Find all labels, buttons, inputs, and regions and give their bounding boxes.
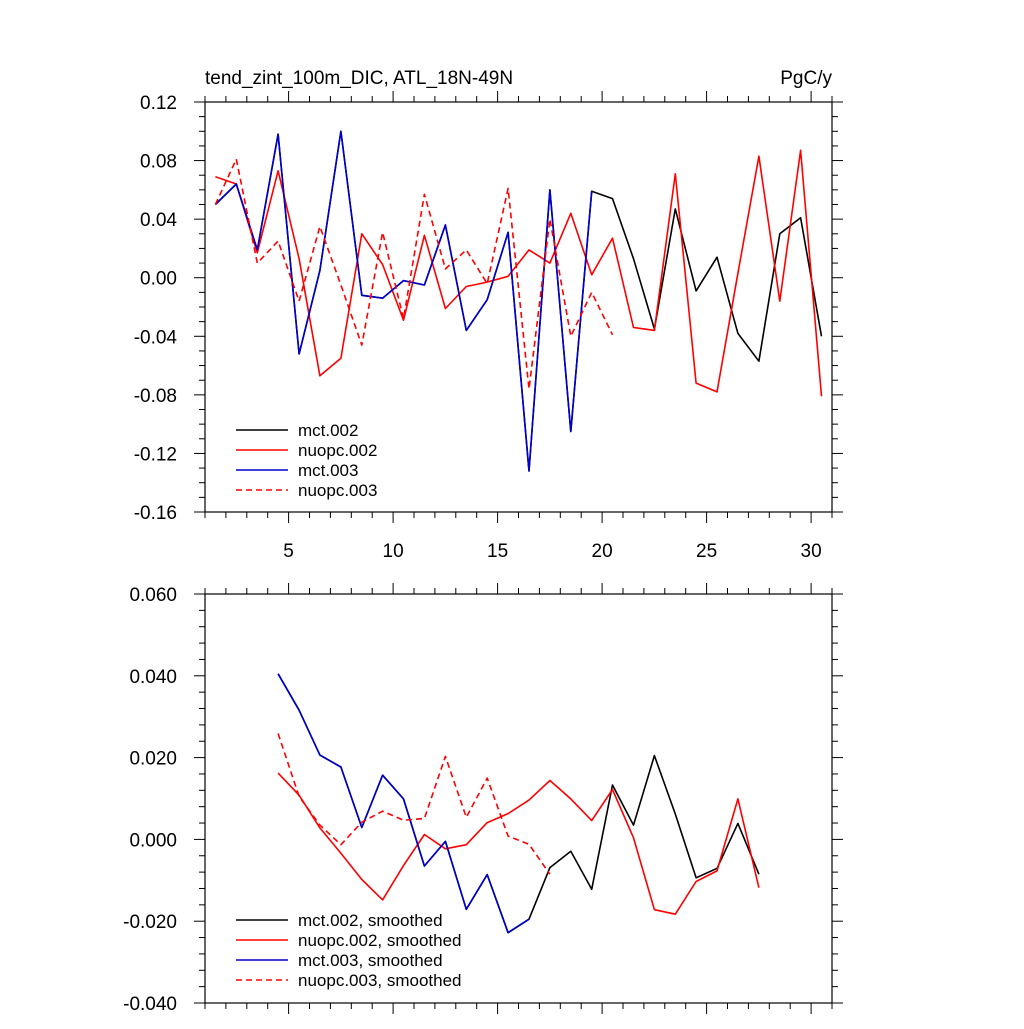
y-tick-label: 0.04 — [140, 210, 177, 231]
legend-label: mct.002, smoothed — [298, 911, 443, 930]
chart-units: PgC/y — [780, 68, 832, 89]
x-tick-label: 20 — [592, 541, 613, 562]
y-tick-label: 0.00 — [140, 269, 177, 290]
x-tick-label: 5 — [283, 541, 294, 562]
series-line-2 — [277, 673, 530, 934]
legend-label: mct.003 — [298, 461, 358, 480]
chart-title: tend_zint_100m_DIC, ATL_18N-49N — [205, 68, 513, 89]
series-line-3 — [214, 158, 614, 390]
legend-label: nuopc.002, smoothed — [298, 931, 462, 950]
y-tick-label: -0.12 — [134, 444, 177, 465]
y-tick-label: 0.12 — [140, 93, 177, 114]
y-tick-label: 0.020 — [129, 749, 177, 770]
x-tick-label: 15 — [487, 541, 508, 562]
y-tick-label: 0.060 — [129, 585, 177, 606]
y-tick-label: 0.08 — [140, 152, 177, 173]
legend-label: nuopc.002 — [298, 441, 377, 460]
x-tick-label: 30 — [801, 541, 822, 562]
top-panel: 5 10 15 20 25 30 -0.16 -0.12 -0.08 -0.04 0.00 0.04 0… — [134, 68, 843, 562]
series-line-3 — [277, 733, 551, 875]
x-tick-label: 25 — [696, 541, 717, 562]
y-tick-label: 0.000 — [129, 830, 177, 851]
legend-label: mct.003, smoothed — [298, 951, 443, 970]
bottom-panel: -0.040 -0.020 0.000 0.020 0.040 0.060 mct.002,… — [123, 583, 843, 1015]
series-line-2 — [214, 130, 593, 472]
x-tick-label: 10 — [383, 541, 404, 562]
series-line-1 — [277, 772, 760, 916]
legend-label: nuopc.003 — [298, 481, 377, 500]
legend-label: nuopc.003, smoothed — [298, 971, 462, 990]
series-line-1 — [215, 149, 823, 397]
y-tick-label: 0.040 — [129, 667, 177, 688]
y-tick-label: -0.08 — [134, 386, 177, 407]
y-tick-label: -0.020 — [123, 912, 177, 933]
series-line-0 — [277, 673, 760, 934]
y-tick-label: -0.04 — [134, 327, 178, 348]
y-tick-label: -0.16 — [134, 503, 177, 524]
y-tick-label: -0.040 — [123, 994, 177, 1015]
legend-label: mct.002 — [298, 421, 358, 440]
